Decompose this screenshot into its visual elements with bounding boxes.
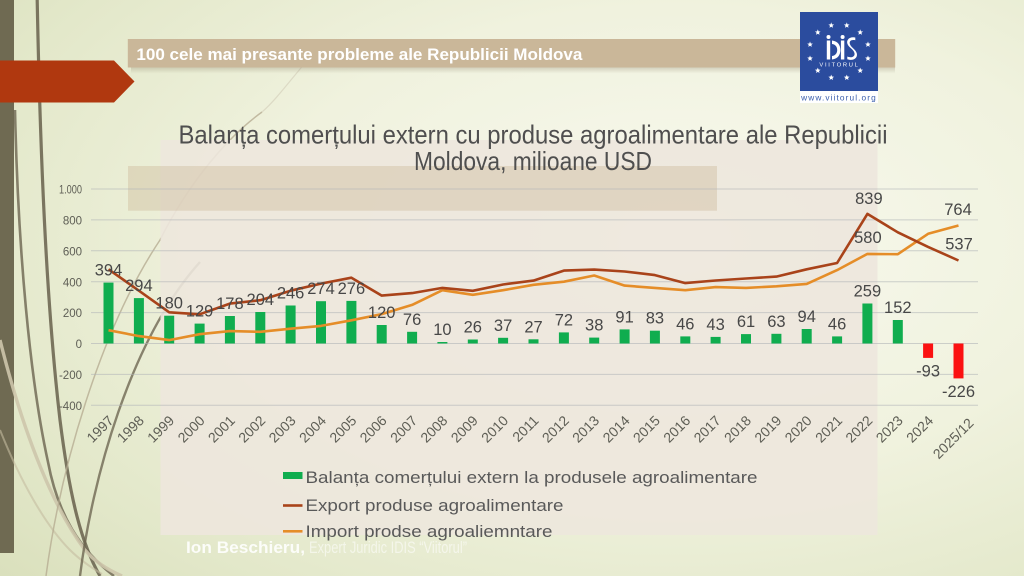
- svg-text:46: 46: [676, 315, 694, 333]
- svg-text:276: 276: [338, 280, 366, 298]
- svg-text:0: 0: [76, 339, 82, 351]
- svg-text:-93: -93: [916, 362, 940, 380]
- svg-text:63: 63: [767, 313, 785, 331]
- svg-text:100 cele mai presante probleme: 100 cele mai presante probleme ale Repub…: [136, 45, 583, 64]
- svg-text:764: 764: [944, 201, 972, 219]
- svg-text:400: 400: [63, 277, 82, 289]
- svg-text:129: 129: [186, 303, 214, 321]
- svg-text:www.viitorul.org: www.viitorul.org: [800, 93, 877, 103]
- svg-text:10: 10: [433, 321, 451, 339]
- svg-text:46: 46: [828, 315, 846, 333]
- svg-text:38: 38: [585, 317, 603, 335]
- svg-text:-400: -400: [59, 401, 82, 413]
- svg-text:1.000: 1.000: [59, 185, 82, 197]
- svg-text:600: 600: [63, 246, 82, 258]
- svg-text:394: 394: [95, 262, 123, 280]
- svg-text:Export produse agroalimentare: Export produse agroalimentare: [306, 496, 564, 515]
- svg-text:Import prodse agroaliemntare: Import prodse agroaliemntare: [306, 522, 553, 541]
- svg-text:120: 120: [368, 304, 396, 322]
- svg-text:246: 246: [277, 285, 305, 303]
- svg-text:43: 43: [706, 316, 724, 334]
- svg-text:152: 152: [884, 299, 912, 317]
- svg-text:800: 800: [63, 216, 82, 228]
- svg-text:94: 94: [798, 308, 816, 326]
- svg-text:91: 91: [615, 308, 633, 326]
- svg-text:178: 178: [216, 295, 244, 313]
- svg-text:Ion Beschieru,Expert Juridic I: Ion Beschieru, Expert Juridic IDIS “Viito…: [186, 539, 467, 557]
- svg-text:-200: -200: [59, 370, 82, 382]
- svg-text:274: 274: [307, 280, 335, 298]
- svg-text:37: 37: [494, 317, 512, 335]
- svg-text:26: 26: [464, 319, 482, 337]
- svg-text:839: 839: [855, 190, 883, 208]
- svg-text:Moldova, milioane USD: Moldova, milioane USD: [414, 146, 652, 176]
- svg-text:-226: -226: [942, 383, 975, 401]
- svg-text:537: 537: [945, 235, 973, 253]
- svg-text:72: 72: [555, 311, 573, 329]
- svg-text:27: 27: [524, 318, 542, 336]
- svg-text:Balanța comerțului extern cu: Balanța comerțului extern cu produse agr…: [179, 120, 888, 150]
- svg-text:Balanța comerțului extern la p: Balanța comerțului extern la produsele a…: [306, 468, 758, 487]
- svg-text:200: 200: [63, 308, 82, 320]
- svg-text:61: 61: [737, 313, 755, 331]
- svg-text:294: 294: [125, 277, 153, 295]
- svg-text:180: 180: [155, 295, 183, 313]
- svg-text:76: 76: [403, 311, 421, 329]
- svg-text:204: 204: [247, 291, 275, 309]
- svg-text:VIITORUL: VIITORUL: [819, 63, 859, 69]
- svg-text:83: 83: [646, 310, 664, 328]
- svg-text:259: 259: [854, 283, 882, 301]
- svg-text:580: 580: [854, 229, 882, 247]
